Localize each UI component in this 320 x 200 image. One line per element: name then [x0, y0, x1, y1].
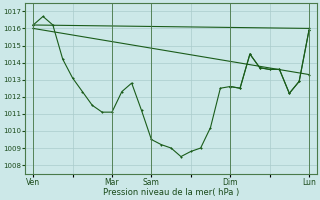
X-axis label: Pression niveau de la mer( hPa ): Pression niveau de la mer( hPa )	[103, 188, 239, 197]
